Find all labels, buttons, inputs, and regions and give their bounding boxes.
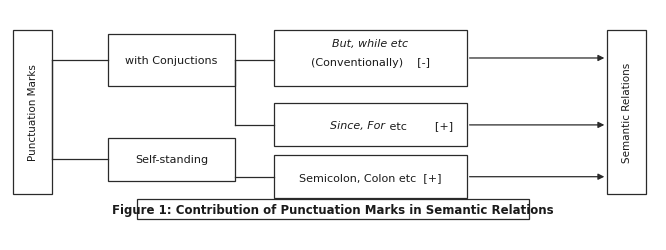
Bar	[13, 31, 53, 194]
Bar	[274, 31, 467, 87]
Text: Semantic Relations: Semantic Relations	[621, 62, 632, 162]
Bar	[274, 156, 467, 198]
Text: Semicolon, Colon etc  [+]: Semicolon, Colon etc [+]	[299, 172, 442, 182]
Text: (Conventionally)    [-]: (Conventionally) [-]	[311, 58, 430, 68]
Bar	[274, 104, 467, 147]
Bar	[137, 200, 529, 219]
Text: Figure 1: Contribution of Punctuation Marks in Semantic Relations: Figure 1: Contribution of Punctuation Ma…	[112, 203, 554, 216]
Bar	[607, 31, 646, 194]
Text: with Conjuctions: with Conjuctions	[125, 56, 218, 66]
Bar	[108, 35, 235, 87]
Bar	[108, 138, 235, 181]
Text: Since, For: Since, For	[330, 120, 385, 130]
Text: Punctuation Marks: Punctuation Marks	[28, 64, 38, 161]
Text: Self-standing: Self-standing	[135, 155, 208, 165]
Text: etc        [+]: etc [+]	[386, 120, 453, 130]
Text: But, while etc: But, while etc	[332, 39, 409, 49]
